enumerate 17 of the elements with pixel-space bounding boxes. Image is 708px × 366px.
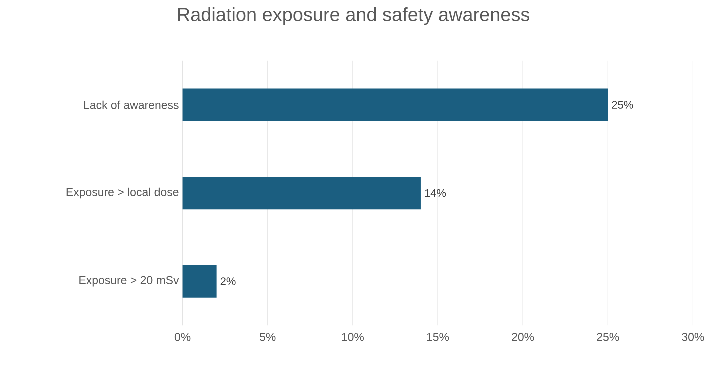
y-tick-label: Exposure > local dose [66,188,179,199]
y-tick-label: Lack of awareness [84,101,179,110]
bar [182,88,608,122]
bar [182,177,421,210]
chart-title: Radiation exposure and safety awareness [178,8,530,26]
x-tick-label: 0% [174,333,191,342]
x-tick-label: 5% [260,333,276,342]
y-tick-label: Exposure > 20 mSv [80,276,180,287]
data-label: 25% [612,101,634,110]
x-tick-label: 25% [597,333,620,342]
data-label: 2% [220,278,236,286]
x-tick-label: 30% [682,333,704,342]
bar [182,265,217,298]
x-tick-label: 15% [427,333,450,342]
x-tick-label: 20% [512,333,534,342]
x-tick-label: 10% [342,333,364,342]
data-label: 14% [425,190,446,198]
